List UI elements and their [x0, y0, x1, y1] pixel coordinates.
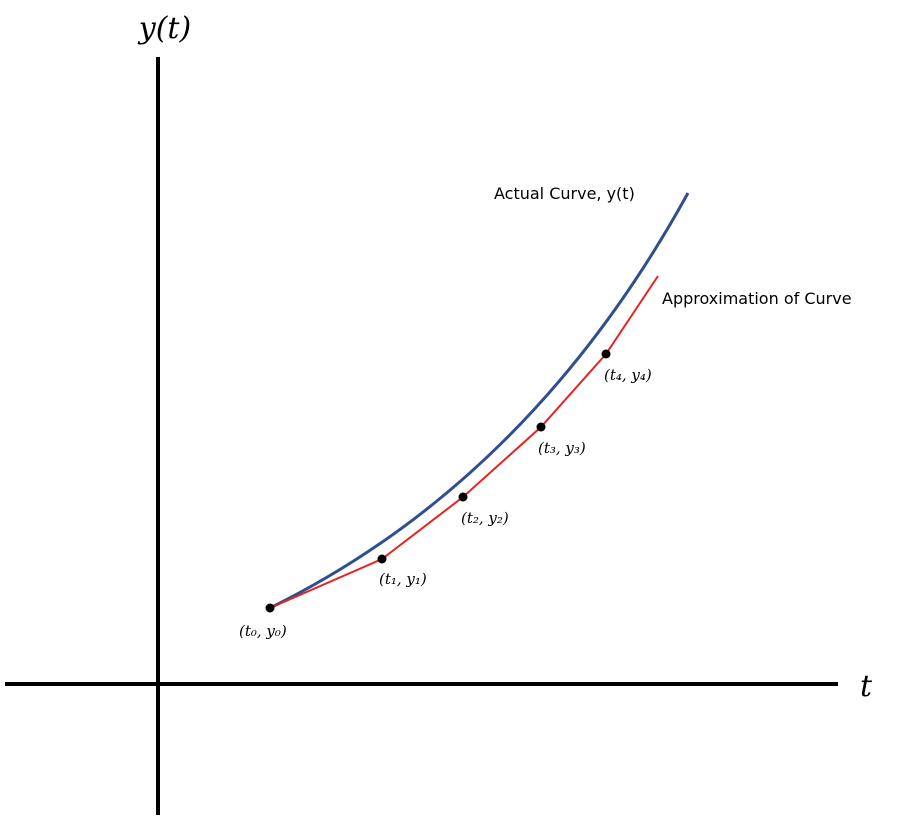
y-axis-label: y(t)	[137, 11, 191, 46]
point-label: (t₀, y₀)	[239, 622, 287, 640]
approximation-label: Approximation of Curve	[662, 289, 852, 308]
actual-curve-label: Actual Curve, y(t)	[494, 184, 635, 203]
point-label: (t₃, y₃)	[538, 439, 586, 457]
x-axis-label: t	[860, 669, 873, 704]
point	[265, 603, 275, 613]
actual-curve	[269, 192, 690, 610]
point-label: (t₄, y₄)	[604, 366, 652, 384]
approximation-line	[269, 275, 659, 609]
point	[536, 422, 546, 432]
point-label: (t₂, y₂)	[461, 509, 509, 527]
point	[377, 554, 387, 564]
point	[458, 492, 468, 502]
point-label: (t₁, y₁)	[379, 570, 427, 588]
point	[601, 349, 611, 359]
